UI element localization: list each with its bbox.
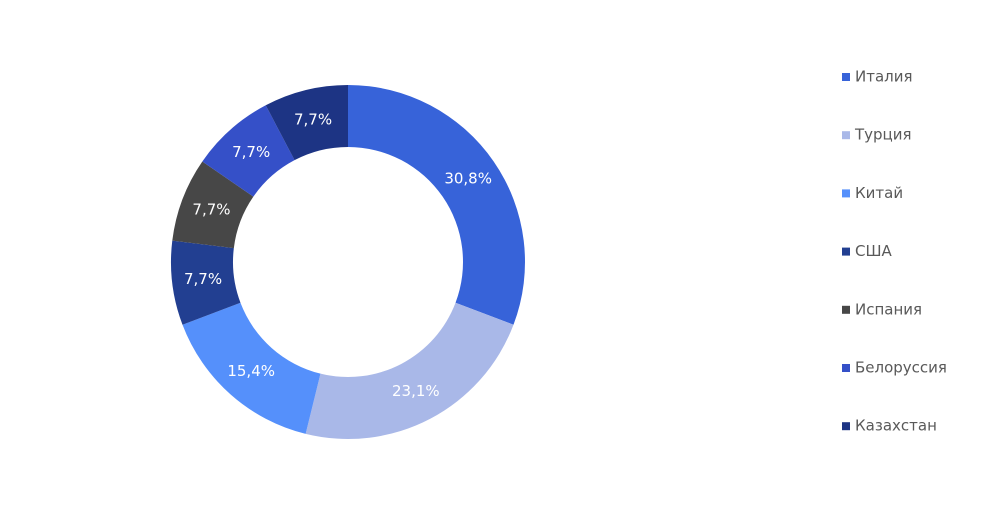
legend-label: Италия bbox=[855, 68, 913, 86]
legend-label: Китай bbox=[855, 184, 903, 202]
legend-swatch bbox=[842, 73, 850, 81]
data-label: 7,7% bbox=[184, 270, 222, 288]
legend-label: Турция bbox=[854, 126, 912, 144]
data-label: 23,1% bbox=[392, 382, 440, 400]
donut-slice bbox=[305, 302, 514, 439]
legend-swatch bbox=[842, 189, 850, 198]
legend-swatch bbox=[842, 131, 850, 140]
donut-slice bbox=[265, 85, 348, 161]
data-label: 30,8% bbox=[444, 170, 492, 188]
donut-slice bbox=[172, 161, 254, 249]
legend-swatch bbox=[842, 422, 850, 431]
legend-label: Испания bbox=[855, 300, 922, 318]
donut-slice bbox=[182, 302, 321, 434]
donut-slice bbox=[171, 240, 241, 325]
legend-swatch bbox=[842, 247, 850, 256]
donut-slice bbox=[202, 105, 295, 197]
data-label: 15,4% bbox=[227, 362, 275, 380]
legend-label: Белоруссия bbox=[855, 359, 947, 377]
legend-swatch bbox=[842, 305, 850, 314]
legend-label: США bbox=[855, 242, 893, 260]
legend-swatch bbox=[842, 364, 850, 372]
data-label: 7,7% bbox=[294, 111, 332, 129]
data-label: 7,7% bbox=[192, 201, 230, 219]
data-label: 7,7% bbox=[232, 143, 270, 161]
donut-slice bbox=[348, 85, 526, 325]
legend-label: Казахстан bbox=[855, 417, 937, 435]
